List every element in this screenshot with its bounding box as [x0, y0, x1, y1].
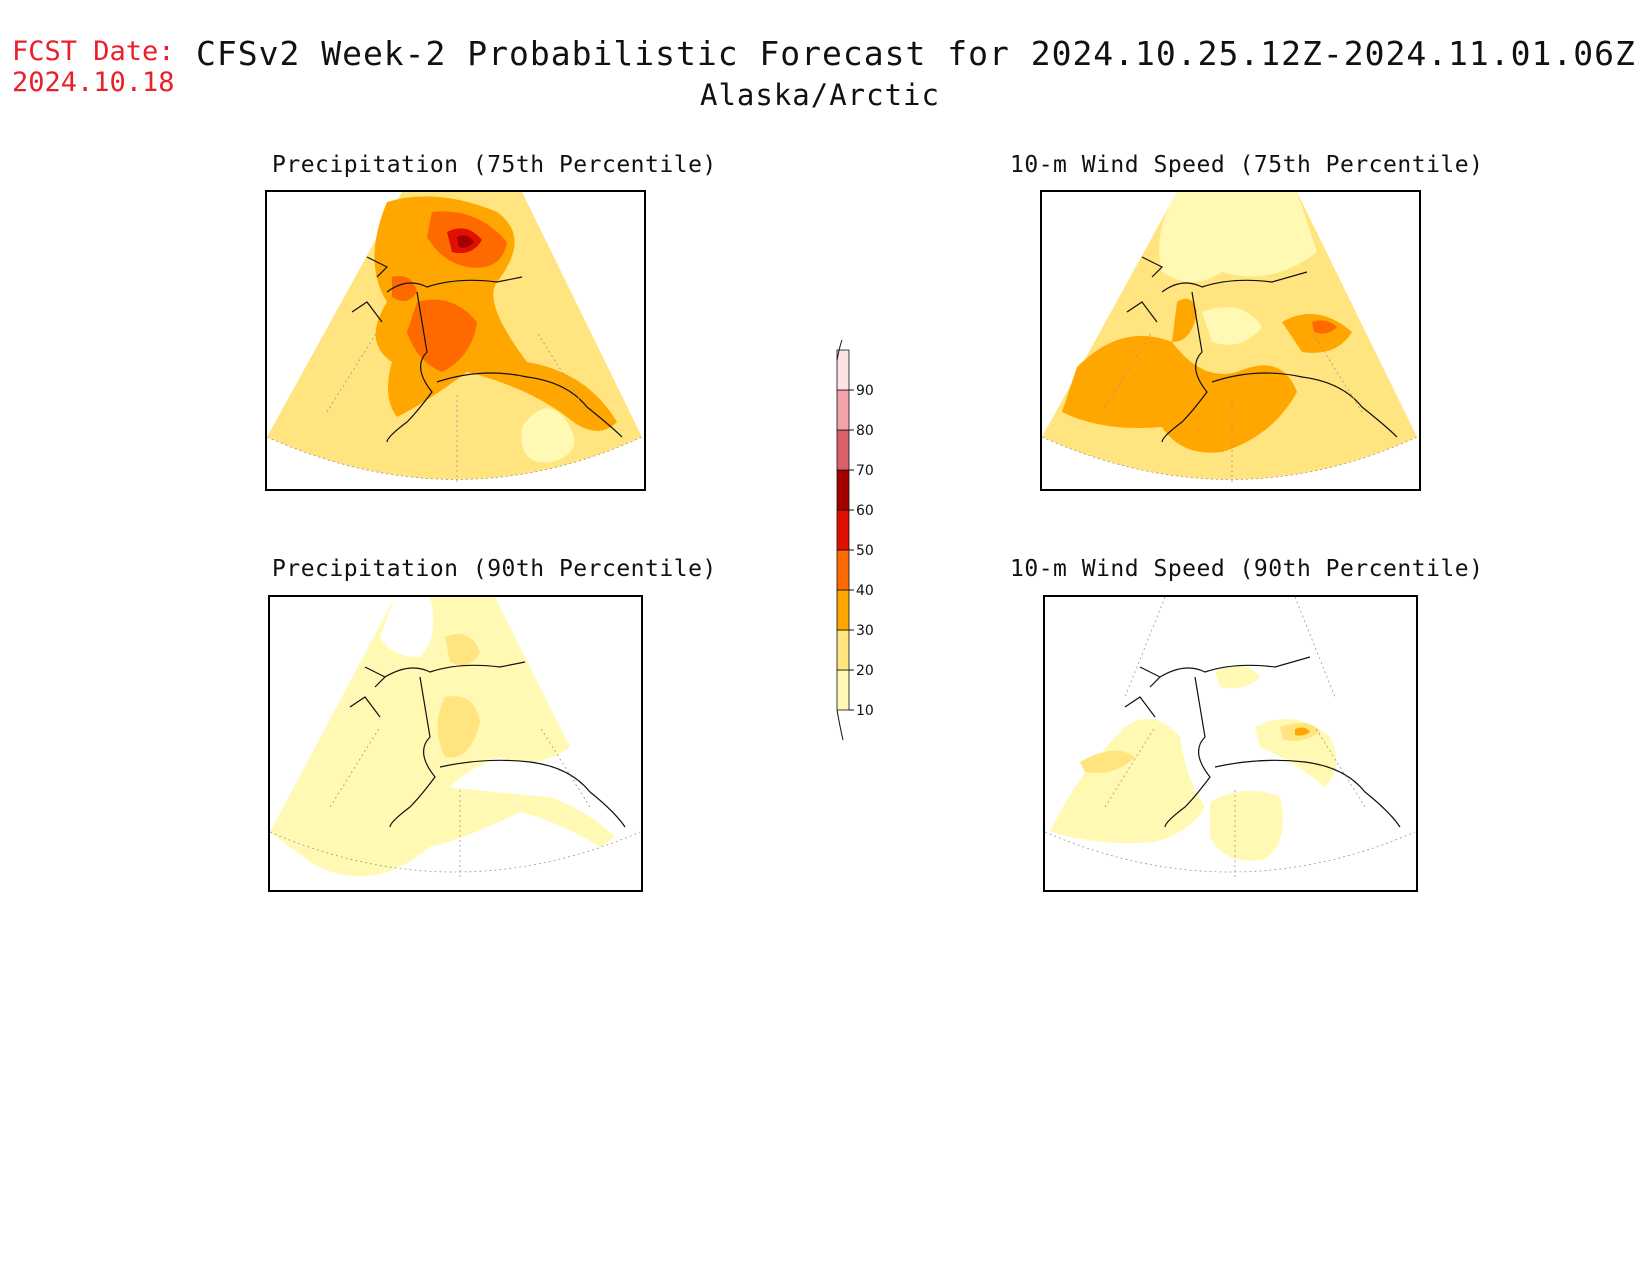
graticule [270, 726, 641, 877]
colorbar-label-40: 40 [856, 583, 874, 599]
colorbar-labels: 10 20 30 40 50 60 70 80 90 [849, 383, 874, 719]
region-subtitle: Alaska/Arctic [700, 78, 940, 112]
contour-30c [1172, 298, 1197, 342]
contour-20b [445, 634, 480, 666]
colorbar-label-80: 80 [856, 423, 874, 439]
contour-10 [1050, 719, 1205, 844]
map-panel-wind-75 [1040, 190, 1421, 491]
page-title-text: CFSv2 Week-2 Probabilistic Forecast for … [196, 34, 1636, 73]
colorbar-swatch-2 [836, 629, 850, 671]
colorbar-label-20: 20 [856, 663, 874, 679]
contour-20 [1080, 750, 1135, 773]
colorbar: 10 20 30 40 50 60 70 80 90 [836, 339, 874, 741]
coastline [349, 661, 626, 828]
forecast-date-block: FCST Date: 2024.10.18 [12, 36, 175, 98]
map-panel-precip-90 [268, 595, 643, 892]
panel-title-wind-90: 10-m Wind Speed (90th Percentile) [1010, 556, 1484, 582]
contour-40b [407, 299, 477, 372]
colorbar-label-50: 50 [856, 543, 874, 559]
colorbar-label-60: 60 [856, 503, 874, 519]
map-precip-90 [270, 597, 641, 877]
contour-30 [374, 196, 617, 431]
colorbar-swatch-7 [836, 429, 850, 471]
contour-10 [1159, 192, 1317, 282]
map-precip-75 [267, 192, 643, 482]
graticule [1045, 597, 1416, 877]
coastline [1124, 656, 1401, 828]
contour-20-lighter [521, 408, 575, 463]
colorbar-label-70: 70 [856, 463, 874, 479]
contour-10c [1255, 719, 1337, 787]
colorbar-swatch-8 [836, 389, 850, 431]
colorbar-swatch-1 [836, 669, 850, 711]
map-panel-wind-90 [1043, 595, 1418, 892]
contour-40c [392, 276, 417, 301]
contour-10b [1210, 790, 1283, 861]
colorbar-swatch-3 [836, 589, 850, 631]
map-panel-precip-75 [265, 190, 646, 491]
panel-title-wind-75: 10-m Wind Speed (75th Percentile) [1010, 152, 1484, 178]
forecast-date-value: 2024.10.18 [12, 67, 175, 98]
colorbar-swatch-4 [836, 549, 850, 591]
colorbar-top-tip [836, 339, 843, 361]
colorbar-bottom-tip [836, 709, 844, 741]
colorbar-swatch-6 [836, 469, 850, 511]
contour-10b [1202, 307, 1262, 345]
contour-20 [437, 696, 480, 758]
colorbar-swatch-9 [836, 349, 850, 391]
forecast-date-label: FCST Date: [12, 36, 175, 67]
colorbar-boxes [836, 349, 850, 711]
coastline [1126, 256, 1398, 443]
contour-30b [1282, 314, 1352, 353]
contour-10-hole [380, 597, 434, 657]
map-wind-75 [1042, 192, 1418, 482]
panel-title-precip-90: Precipitation (90th Percentile) [272, 556, 717, 582]
colorbar-swatch-5 [836, 509, 850, 551]
contour-40 [1312, 320, 1337, 334]
colorbar-label-30: 30 [856, 623, 874, 639]
contour-30 [1295, 727, 1310, 736]
colorbar-label-90: 90 [856, 383, 874, 399]
contour-60 [457, 235, 474, 248]
coastline [351, 256, 623, 443]
contour-10d [1215, 665, 1260, 689]
contour-30 [1062, 335, 1297, 453]
panel-title-precip-75: Precipitation (75th Percentile) [272, 152, 717, 178]
colorbar-label-10: 10 [856, 703, 874, 719]
map-wind-90 [1045, 597, 1416, 877]
